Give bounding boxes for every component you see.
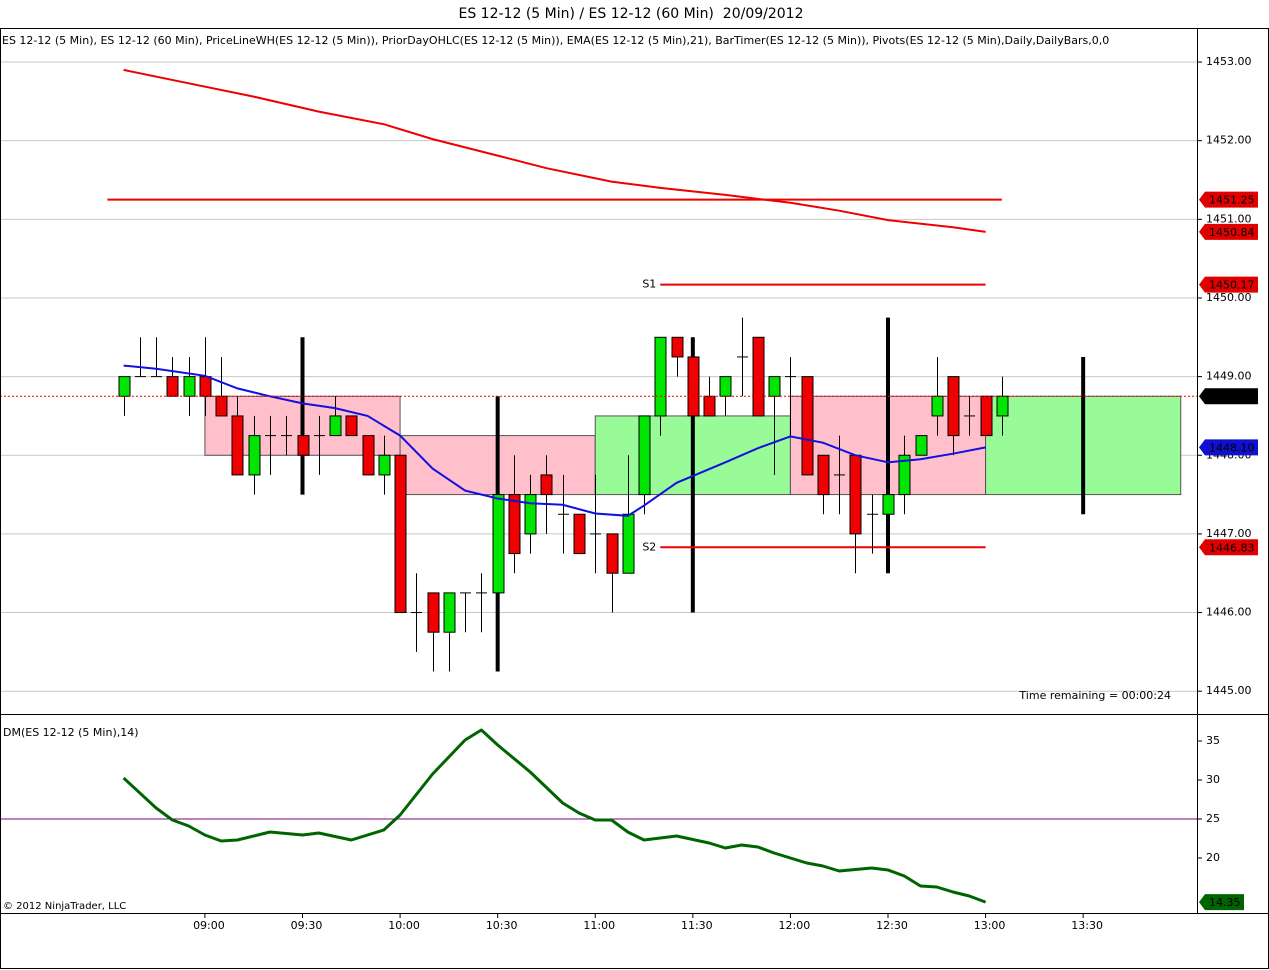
y-tick-label: 1449.00 (1206, 370, 1252, 383)
candle-body (996, 395, 1009, 417)
value-tag (1199, 894, 1244, 911)
candle-body (768, 376, 781, 397)
candle-body (947, 376, 960, 437)
copyright: © 2012 NinjaTrader, LLC (3, 901, 126, 912)
price-tag (1199, 191, 1258, 208)
candle-body (508, 494, 521, 555)
y-tick-label: 1446.00 (1206, 606, 1252, 619)
bar-timer: Time remaining = 00:00:24 (1018, 689, 1171, 702)
candle-body (492, 494, 505, 594)
candle-body (248, 435, 261, 476)
level-label: S2 (642, 540, 656, 553)
candle-body (329, 415, 342, 437)
y-tick-label: 1450.00 (1206, 291, 1252, 304)
candle-body (362, 435, 375, 476)
x-tick-label: 11:00 (583, 919, 615, 932)
price-tag (1199, 439, 1258, 456)
price-tag-label: 1448.10 (1209, 441, 1255, 454)
dm-line (122, 728, 987, 904)
candle-body (443, 592, 456, 633)
candle-body (215, 395, 228, 417)
frame (0, 28, 1269, 969)
ema-line (123, 364, 986, 517)
candle-body (606, 533, 619, 574)
level-label: S1 (642, 278, 656, 291)
candle-body (638, 415, 651, 496)
x-tick-label: 10:00 (388, 919, 420, 932)
x-tick-label: 13:30 (1071, 919, 1103, 932)
y-tick-label: 20 (1206, 851, 1220, 864)
candle-body (183, 376, 196, 397)
candle-body (915, 435, 928, 456)
y-tick-label: 1453.00 (1206, 55, 1252, 68)
chart-title: ES 12-12 (5 Min) / ES 12-12 (60 Min) 20/… (459, 6, 804, 22)
indicator-list: ES 12-12 (5 Min), ES 12-12 (60 Min), Pri… (2, 34, 1109, 47)
ema-line (123, 68, 986, 233)
price-pane: S1 S2 (1, 61, 1197, 692)
indicator-title: DM(ES 12-12 (5 Min),14) (3, 726, 139, 739)
x-tick-label: 12:00 (779, 919, 811, 932)
candle-body (849, 454, 862, 535)
candle-body (540, 474, 553, 496)
x-tick-label: 10:30 (486, 919, 518, 932)
x-tick-label: 11:30 (681, 919, 713, 932)
price-tag (1199, 388, 1258, 405)
candle-body (573, 513, 586, 555)
candle-body (427, 592, 440, 633)
y-tick-label: 1445.00 (1206, 684, 1252, 697)
candle-body (687, 356, 700, 417)
y-tick-label: 1452.00 (1206, 134, 1252, 147)
candle-body (931, 395, 944, 417)
candle-body (524, 494, 537, 535)
candle-body (671, 336, 684, 358)
y-tick-label: 1451.00 (1206, 212, 1252, 225)
price-tag (1199, 539, 1258, 556)
candle-body (297, 435, 310, 456)
candle-body (231, 415, 244, 476)
y-tick-label: 1447.00 (1206, 527, 1252, 540)
price-tag-label: 1450.84 (1209, 226, 1255, 239)
y-tick-label: 25 (1206, 812, 1220, 825)
candle-body (654, 336, 667, 417)
x-tick-label: 12:30 (876, 919, 908, 932)
price-tag-label: 1450.17 (1209, 279, 1255, 292)
price-tag (1199, 276, 1258, 293)
candle-body (622, 513, 635, 574)
candle-body (817, 454, 830, 496)
y-tick-label: 35 (1206, 734, 1220, 747)
price-tag-label: 1451.25 (1209, 194, 1255, 207)
x-tick-label: 13:00 (974, 919, 1006, 932)
candle-body (118, 376, 131, 397)
price-tag (1199, 223, 1258, 240)
x-tick-label: 09:30 (291, 919, 323, 932)
candle-body (898, 454, 911, 496)
candle-body (345, 415, 358, 437)
candle-body (166, 376, 179, 397)
candle-body (703, 395, 716, 417)
candle-body (752, 336, 765, 417)
price-tag-label: 1448.75 (1209, 390, 1255, 403)
candle-body (719, 376, 732, 397)
price-tag-label: 1446.83 (1209, 541, 1255, 554)
candle-body (378, 454, 391, 476)
value-tag-label: 14.35 (1209, 896, 1241, 909)
plot-area: S1S21445.001446.001447.001448.001449.001… (0, 55, 1258, 932)
candle-body (882, 494, 895, 515)
candle-body (801, 376, 814, 476)
candle-body (980, 395, 993, 437)
y-tick-label: 30 (1206, 773, 1220, 786)
candle-body (394, 454, 407, 614)
x-tick-label: 09:00 (193, 919, 225, 932)
candle-body (199, 376, 212, 397)
